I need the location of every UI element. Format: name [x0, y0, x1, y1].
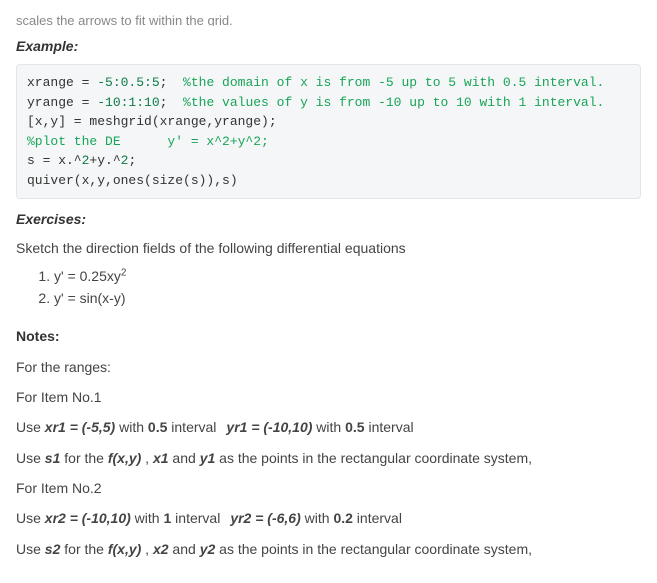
item2-xr: xr2 = (-10,10): [45, 510, 131, 526]
item2-tail: as the points in the rectangular coordin…: [215, 541, 532, 557]
item1-heading: For Item No.1: [16, 387, 641, 407]
exercise-1-sup: 2: [121, 267, 127, 278]
code-line-2b: -10:1:10: [97, 95, 159, 110]
item1-s: s1: [45, 450, 61, 466]
item1-s-for: for the: [60, 450, 107, 466]
code-line-1c: ;: [160, 75, 183, 90]
item1-comma: ,: [141, 450, 153, 466]
item1-intw1: interval: [167, 419, 216, 435]
item2-use-a: Use: [16, 510, 45, 526]
code-line-6: quiver(x,y,ones(size(s)),s): [27, 173, 238, 188]
item1-with1: with: [115, 419, 148, 435]
item2-s-use: Use: [16, 541, 45, 557]
notes-heading: Notes:: [16, 326, 641, 346]
item2-fxy: f(x,y): [108, 541, 141, 557]
item1-x: x1: [153, 450, 169, 466]
code-line-2c: ;: [160, 95, 183, 110]
truncated-top-text: scales the arrows to fit within the grid…: [16, 14, 641, 26]
code-line-1-comment: %the domain of x is from -5 up to 5 with…: [183, 75, 604, 90]
item2-int2: 0.2: [333, 510, 352, 526]
item1-use-a: Use: [16, 419, 45, 435]
code-line-2-comment: %the values of y is from -10 up to 10 wi…: [183, 95, 604, 110]
exercises-heading: Exercises:: [16, 209, 641, 229]
code-line-2a: yrange =: [27, 95, 97, 110]
code-line-5c: +y.^: [89, 153, 120, 168]
exercise-item-2: y' = sin(x-y): [54, 288, 641, 308]
item2-with1: with: [131, 510, 164, 526]
item2-comma: ,: [141, 541, 153, 557]
item2-and: and: [169, 541, 200, 557]
example-heading: Example:: [16, 36, 641, 56]
item1-intw2: interval: [365, 419, 414, 435]
item1-y: y1: [200, 450, 216, 466]
item1-yr: yr1 = (-10,10): [226, 419, 312, 435]
code-line-1b: -5:0.5:5: [97, 75, 159, 90]
item1-vars-line: Use s1 for the f(x,y) , x1 and y1 as the…: [16, 448, 641, 468]
item2-with2: with: [301, 510, 334, 526]
exercise-1-text: y' = 0.25xy: [54, 268, 121, 284]
code-line-4-comment: %plot the DE y' = x^2+y^2;: [27, 134, 269, 149]
item2-y: y2: [200, 541, 216, 557]
exercise-list: y' = 0.25xy2 y' = sin(x-y): [54, 266, 641, 309]
item2-s: s2: [45, 541, 61, 557]
item2-range-line: Use xr2 = (-10,10) with 1 intervalyr2 = …: [16, 508, 641, 528]
item2-yr: yr2 = (-6,6): [230, 510, 300, 526]
item2-heading: For Item No.2: [16, 478, 641, 498]
item1-range-line: Use xr1 = (-5,5) with 0.5 interval yr1 = …: [16, 417, 641, 437]
item1-fxy: f(x,y): [108, 450, 141, 466]
exercise-item-1: y' = 0.25xy2: [54, 266, 641, 286]
item1-tail: as the points in the rectangular coordin…: [215, 450, 532, 466]
item2-x: x2: [153, 541, 169, 557]
code-line-3: [x,y] = meshgrid(xrange,yrange);: [27, 114, 277, 129]
item1-int1: 0.5: [148, 419, 167, 435]
item1-int2: 0.5: [345, 419, 364, 435]
code-block: xrange = -5:0.5:5; %the domain of x is f…: [16, 64, 641, 199]
item2-intw1: interval: [171, 510, 220, 526]
exercise-intro: Sketch the direction fields of the follo…: [16, 238, 641, 258]
item1-xr: xr1 = (-5,5): [45, 419, 115, 435]
code-line-5e: ;: [128, 153, 136, 168]
item2-s-for: for the: [60, 541, 107, 557]
code-line-1a: xrange =: [27, 75, 97, 90]
ranges-heading: For the ranges:: [16, 357, 641, 377]
item2-intw2: interval: [353, 510, 402, 526]
item1-and: and: [169, 450, 200, 466]
item1-with2: with: [312, 419, 345, 435]
item1-s-use: Use: [16, 450, 45, 466]
code-line-5a: s = x.^: [27, 153, 82, 168]
